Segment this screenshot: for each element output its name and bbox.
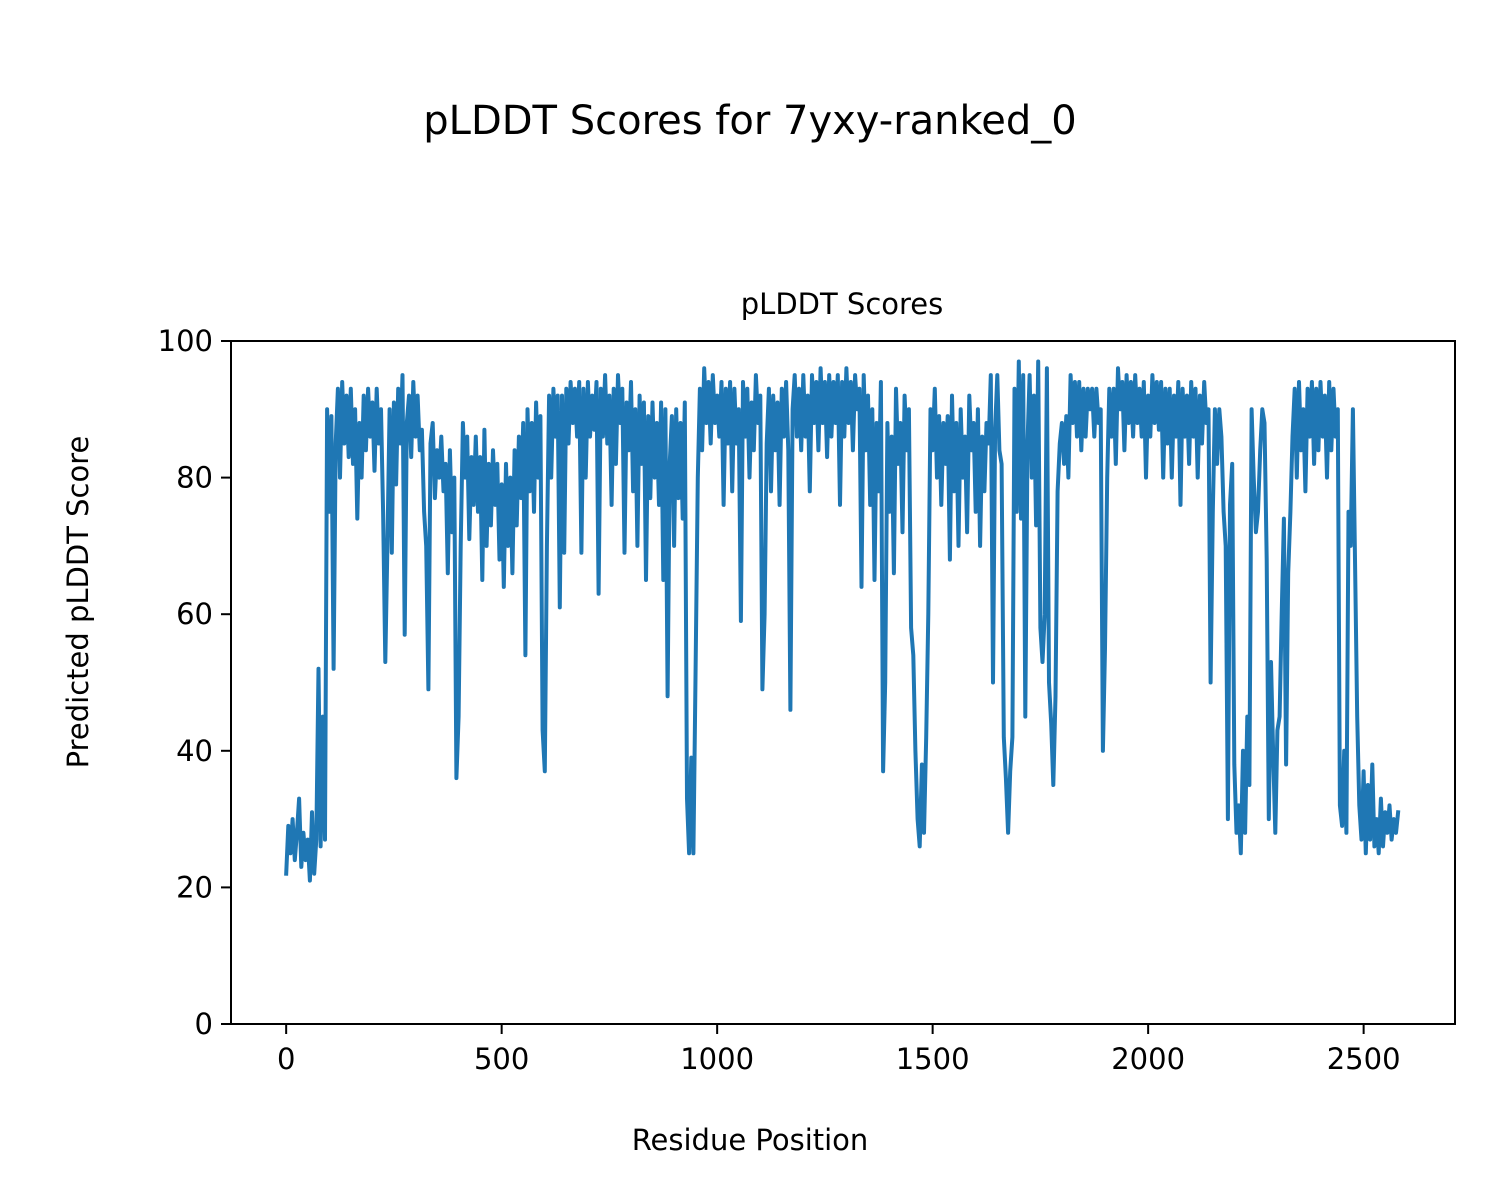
y-tick-label: 100 xyxy=(158,324,213,358)
x-axis-label: Residue Position xyxy=(632,1123,869,1157)
x-tick-label: 2500 xyxy=(1327,1042,1401,1076)
y-tick-label: 40 xyxy=(176,734,213,768)
y-tick-label: 60 xyxy=(176,597,213,631)
plot-area-frame xyxy=(230,340,1456,1025)
x-axis-ticks: 0 500 1000 1500 2000 2500 xyxy=(277,1024,1401,1076)
y-axis-ticks: 0 20 40 60 80 100 xyxy=(158,324,231,1041)
y-axis-label: Predicted pLDDT Score xyxy=(61,436,95,769)
x-tick-label: 1000 xyxy=(680,1042,754,1076)
x-tick-label: 1500 xyxy=(896,1042,970,1076)
x-tick-label: 0 xyxy=(277,1042,295,1076)
series-line xyxy=(284,359,1401,883)
y-tick-label: 80 xyxy=(176,461,213,495)
chart-title: pLDDT Scores xyxy=(741,287,944,321)
y-tick-label: 20 xyxy=(176,870,213,904)
x-tick-label: 500 xyxy=(474,1042,529,1076)
y-tick-label: 0 xyxy=(195,1007,213,1041)
figure-title: pLDDT Scores for 7yxy-ranked_0 xyxy=(423,98,1076,144)
x-tick-label: 2000 xyxy=(1111,1042,1185,1076)
